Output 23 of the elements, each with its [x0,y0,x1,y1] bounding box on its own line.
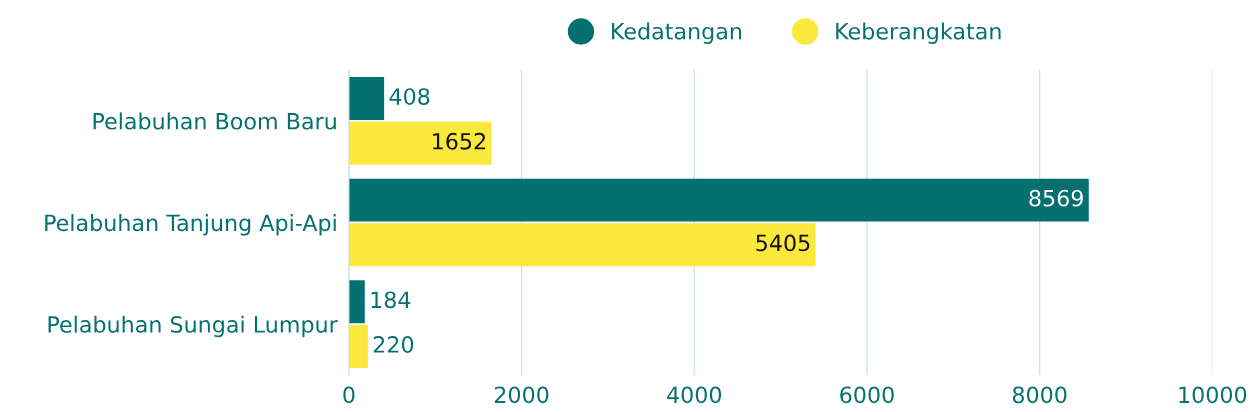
bar [348,280,365,324]
y-tick-label: Pelabuhan Tanjung Api-Api [45,214,336,236]
x-tick-label: 4000 [667,386,722,404]
y-tick-label: Pelabuhan Boom Baru [93,112,336,130]
bar [348,223,816,267]
legend-label: Keberangkatan [836,22,1001,44]
x-tick-label: 2000 [494,386,549,404]
legend-label: Kedatangan [612,22,742,44]
x-tick-label: 0 [343,386,355,404]
bar [348,325,368,368]
bar [348,178,1089,222]
x-tick-label: 8000 [1012,386,1067,404]
bar [348,77,385,120]
data-label: 408 [389,88,430,105]
data-label: 5405 [756,234,810,252]
data-label: 1652 [433,132,485,150]
x-tick-label: 10000 [1179,386,1247,404]
bar [348,121,492,165]
data-label: 184 [371,291,411,309]
data-label: 220 [373,336,414,353]
data-label: 8569 [1029,189,1083,207]
x-tick-label: 6000 [840,386,894,404]
y-tick-label: Pelabuhan Sungai Lumpur [48,315,338,338]
